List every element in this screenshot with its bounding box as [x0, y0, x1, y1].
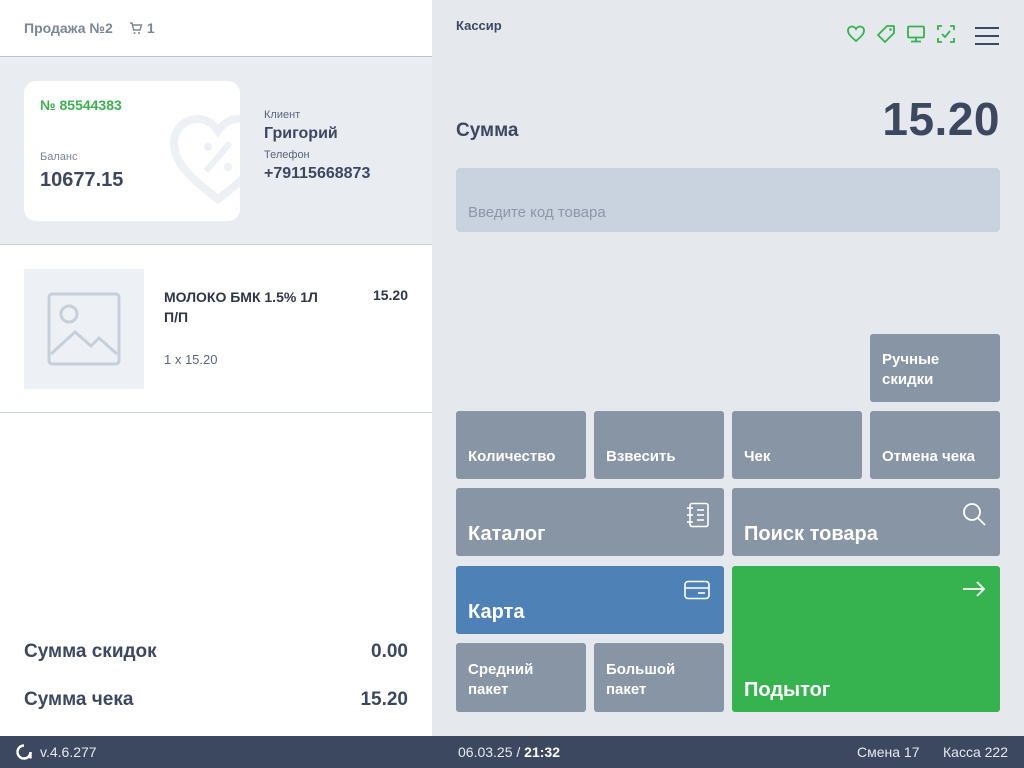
- discount-total-value: 0.00: [371, 641, 408, 662]
- client-phone: +79115668873: [264, 165, 371, 182]
- client-info: Клиент Григорий Телефон +79115668873: [264, 109, 370, 189]
- sum-value: 15.20: [882, 93, 1000, 145]
- datetime: 06.03.25 / 21:32: [458, 744, 560, 760]
- cart-icon: [129, 21, 143, 34]
- date-text: 06.03.25: [458, 744, 513, 760]
- arrow-right-icon: [963, 581, 986, 597]
- manual-discounts-label: Ручные скидки: [882, 351, 940, 388]
- discount-total-label: Сумма скидок: [24, 641, 157, 662]
- manual-discounts-button[interactable]: Ручные скидки: [870, 334, 1000, 402]
- weigh-button[interactable]: Взвесить: [594, 411, 724, 479]
- search-icon: [963, 503, 986, 526]
- tag-icon[interactable]: [876, 24, 896, 44]
- datetime-separator: /: [516, 744, 525, 760]
- product-price: 15.20: [372, 287, 408, 303]
- search-product-label: Поиск товара: [744, 523, 878, 545]
- credit-card-icon: [684, 580, 710, 600]
- cart-count: 1: [146, 20, 155, 36]
- product-code-input[interactable]: [456, 168, 1000, 232]
- check-total-value: 15.20: [360, 689, 408, 710]
- cart-indicator: 1: [129, 20, 155, 36]
- large-bag-label: Большой пакет: [606, 661, 676, 698]
- receipt-panel: Продажа №2 1 № 85544383 Баланс 10677.15 …: [0, 0, 432, 736]
- client-label: Клиент: [264, 109, 301, 121]
- heart-discount-icon: [169, 114, 240, 204]
- balance-value: 10677.15: [40, 169, 124, 191]
- catalog-book-icon: [687, 502, 709, 528]
- check-total-row: Сумма чека 15.20: [24, 689, 408, 711]
- status-bar: v.4.6.277 06.03.25 / 21:32 Смена 17 Касс…: [0, 736, 1024, 768]
- receipt-item[interactable]: МОЛОКО БМК 1.5% 1Л П/П 15.20 1 x 15.20: [0, 245, 432, 413]
- sale-title: Продажа №2: [24, 20, 113, 36]
- check-total-label: Сумма чека: [24, 689, 134, 710]
- client-area: № 85544383 Баланс 10677.15 Клиент Григор…: [0, 57, 432, 245]
- catalog-label: Каталог: [468, 523, 546, 545]
- subtotal-button[interactable]: Подытог: [732, 566, 1000, 712]
- catalog-button[interactable]: Каталог: [456, 488, 724, 556]
- app-logo-icon: [16, 744, 32, 760]
- discount-total-row: Сумма скидок 0.00: [24, 641, 408, 663]
- sale-header: Продажа №2 1: [0, 0, 432, 57]
- monitor-icon[interactable]: [906, 24, 926, 44]
- cashier-label: Кассир: [456, 18, 502, 33]
- control-panel: Кассир Сумма 15.20 Ручные скидки Количес…: [432, 0, 1024, 736]
- medium-bag-button[interactable]: Средний пакет: [456, 643, 586, 712]
- version-text: v.4.6.277: [40, 744, 97, 760]
- search-product-button[interactable]: Поиск товара: [732, 488, 1000, 556]
- cancel-check-label: Отмена чека: [882, 448, 975, 465]
- header-icons: [846, 24, 956, 44]
- card-payment-label: Карта: [468, 601, 525, 623]
- large-bag-button[interactable]: Большой пакет: [594, 643, 724, 712]
- product-name: МОЛОКО БМК 1.5% 1Л П/П: [164, 289, 318, 325]
- quantity-label: Количество: [468, 448, 556, 465]
- client-name: Григорий: [264, 125, 338, 142]
- shift-text: Смена 17: [857, 744, 920, 760]
- weigh-label: Взвесить: [606, 448, 676, 465]
- balance-label: Баланс: [40, 151, 78, 163]
- card-payment-button[interactable]: Карта: [456, 566, 724, 634]
- product-thumbnail: [24, 269, 144, 389]
- sum-label: Сумма: [456, 120, 519, 141]
- loyalty-card[interactable]: № 85544383 Баланс 10677.15: [24, 81, 240, 221]
- phone-label: Телефон: [264, 149, 310, 161]
- quantity-button[interactable]: Количество: [456, 411, 586, 479]
- time-text: 21:32: [524, 744, 560, 760]
- card-number: № 85544383: [40, 97, 122, 113]
- check-button[interactable]: Чек: [732, 411, 862, 479]
- heart-icon[interactable]: [846, 24, 866, 44]
- medium-bag-label: Средний пакет: [468, 661, 534, 698]
- check-label: Чек: [744, 448, 771, 465]
- image-placeholder-icon: [47, 292, 121, 366]
- subtotal-label: Подытог: [744, 679, 831, 701]
- scan-check-icon[interactable]: [936, 24, 956, 44]
- product-quantity: 1 x 15.20: [164, 352, 218, 367]
- register-text: Касса 222: [943, 744, 1008, 760]
- version-info: v.4.6.277: [16, 744, 97, 760]
- cancel-check-button[interactable]: Отмена чека: [870, 411, 1000, 479]
- hamburger-menu-icon[interactable]: [974, 26, 1000, 46]
